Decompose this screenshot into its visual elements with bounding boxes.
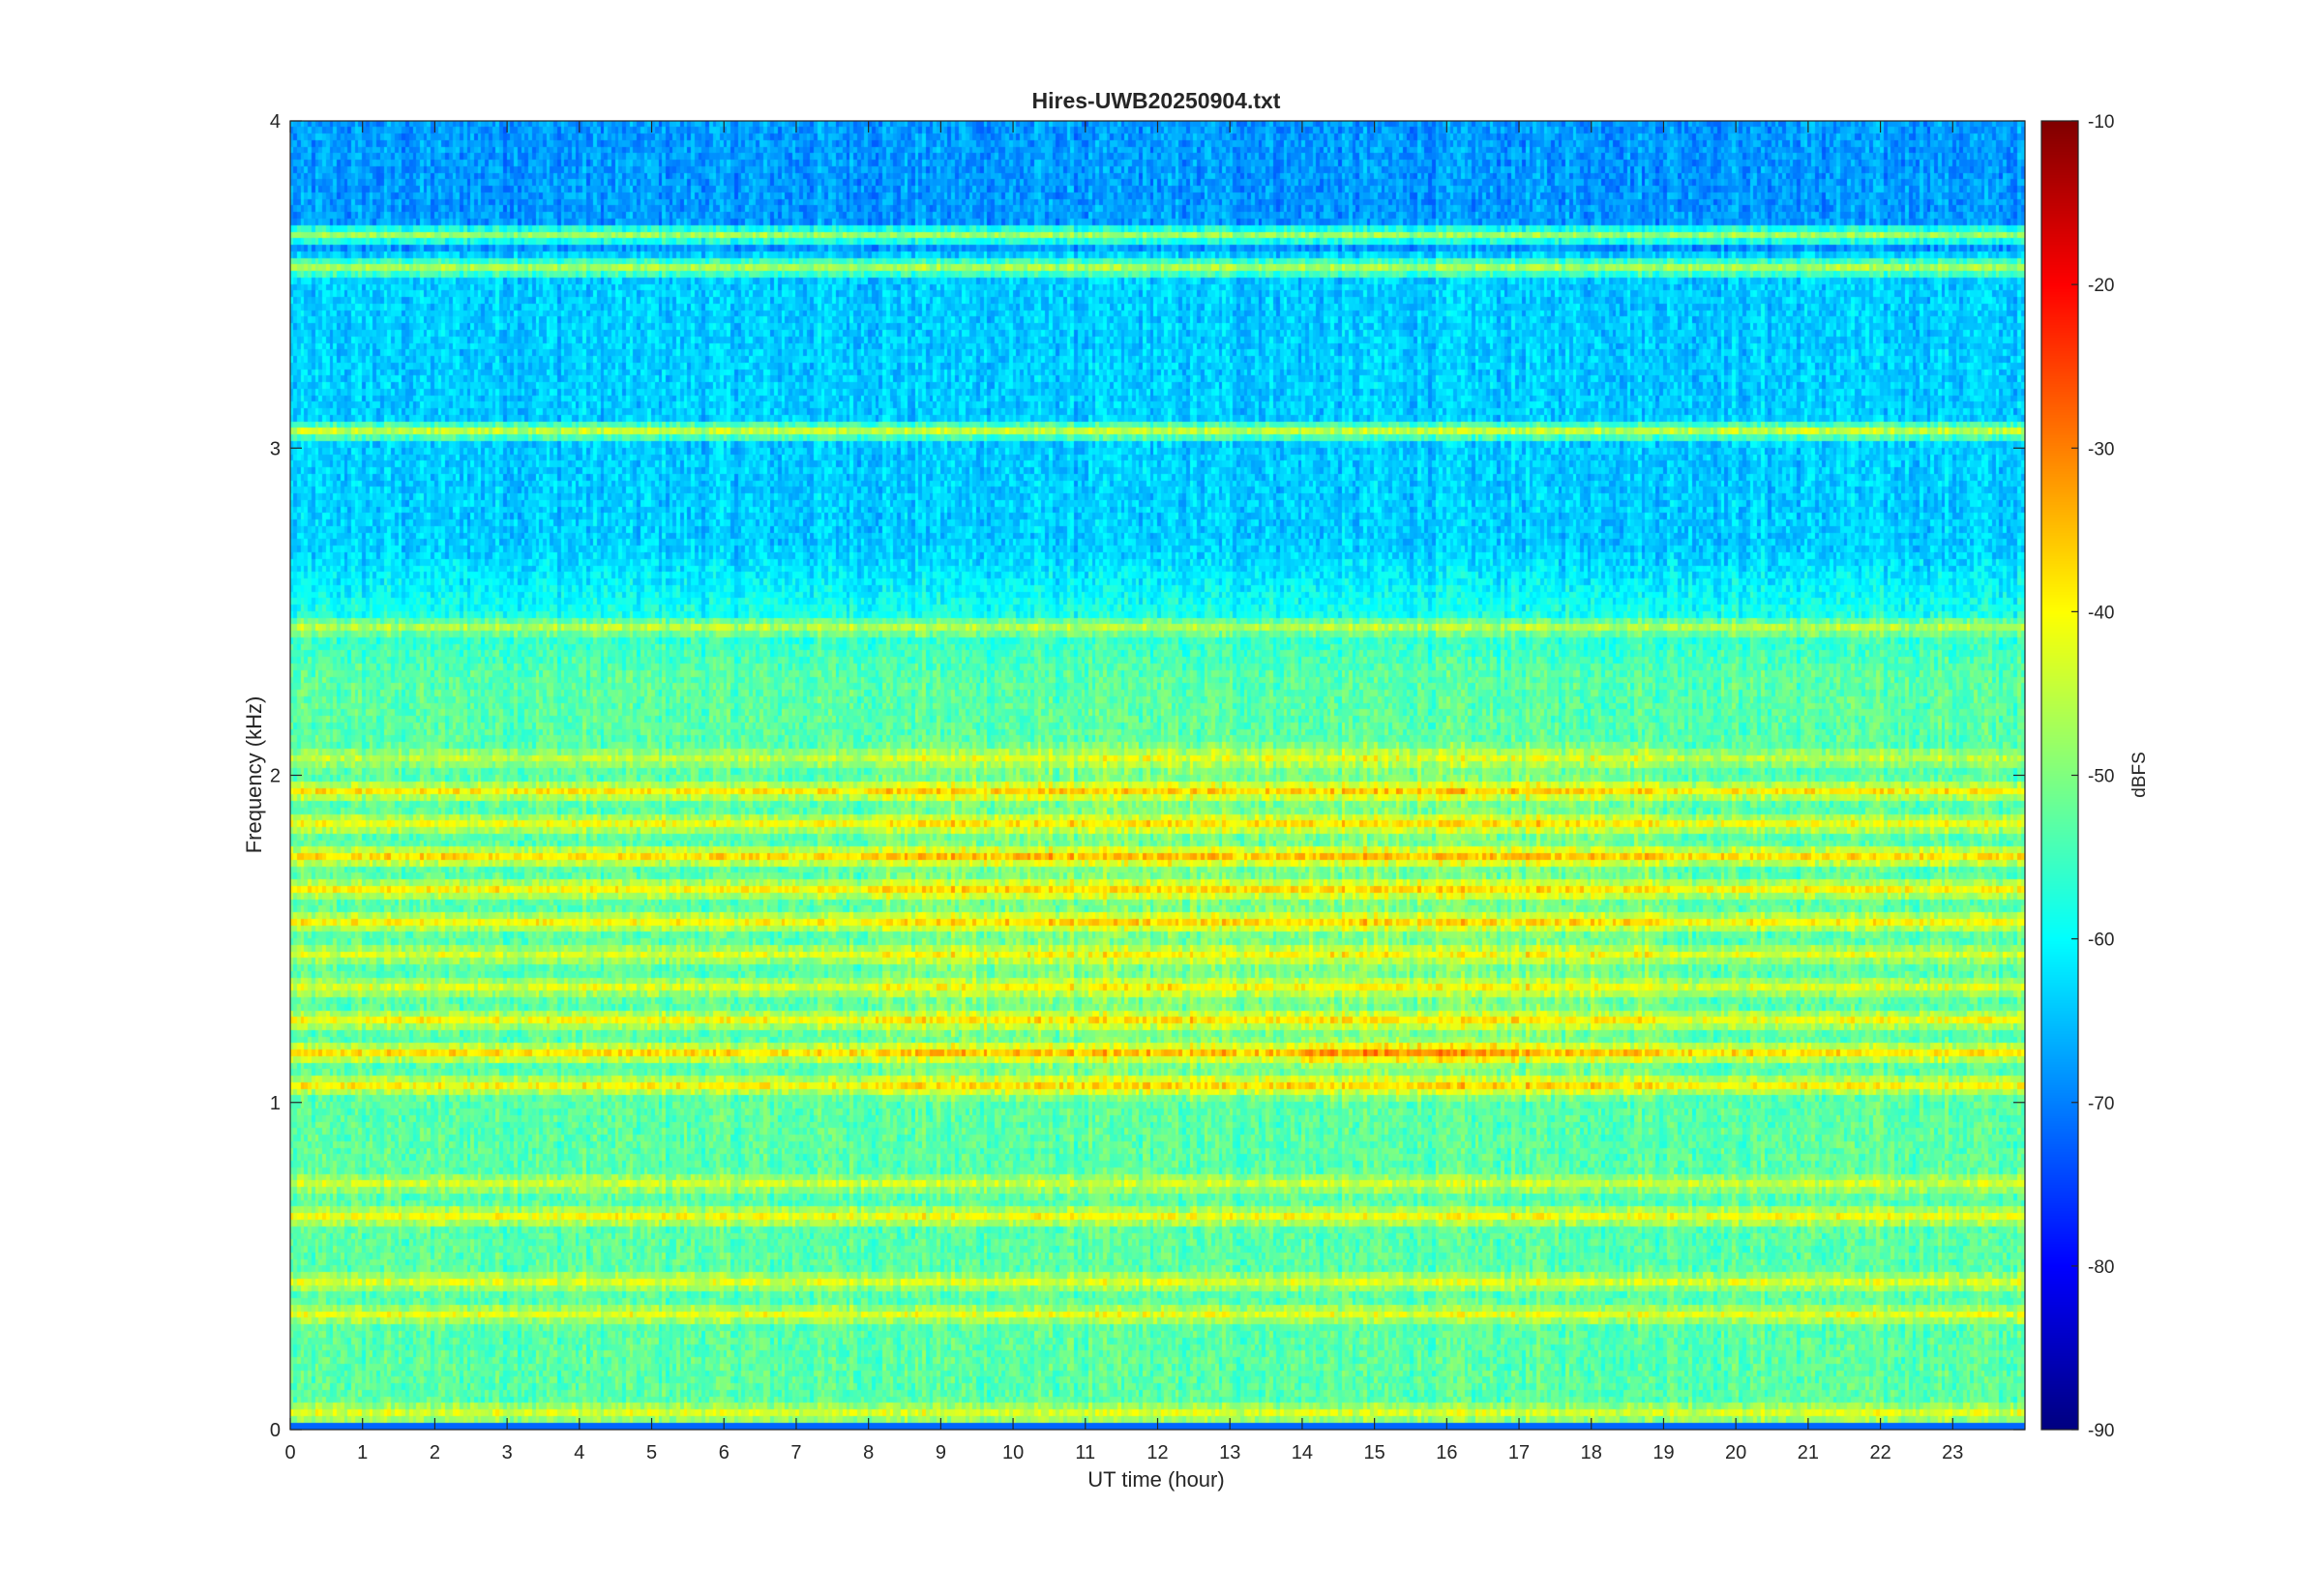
x-tick-label: 17 bbox=[1508, 1442, 1530, 1463]
x-tick-label: 21 bbox=[1798, 1442, 1819, 1463]
colorbar-tick-label: -90 bbox=[2088, 1421, 2114, 1441]
x-tick-label: 23 bbox=[1942, 1442, 1963, 1463]
y-axis-label: Frequency (kHz) bbox=[242, 696, 266, 854]
x-tick-label: 18 bbox=[1581, 1442, 1602, 1463]
x-tick-label: 12 bbox=[1146, 1442, 1168, 1463]
x-tick-label: 19 bbox=[1652, 1442, 1674, 1463]
colorbar-tick-label: -80 bbox=[2088, 1257, 2114, 1278]
x-tick-label: 9 bbox=[936, 1442, 946, 1463]
y-tick-label: 4 bbox=[270, 111, 281, 133]
x-tick-label: 5 bbox=[646, 1442, 657, 1463]
x-axis-label: UT time (hour) bbox=[1087, 1467, 1224, 1492]
x-tick-label: 1 bbox=[357, 1442, 368, 1463]
x-tick-label: 22 bbox=[1869, 1442, 1890, 1463]
y-tick-label: 3 bbox=[270, 438, 281, 459]
colorbar-tick-label: -60 bbox=[2088, 931, 2114, 951]
colorbar-tick-label: -70 bbox=[2088, 1094, 2114, 1114]
y-tick-label: 1 bbox=[270, 1093, 281, 1114]
x-axis: 0 1 2 3 4 5 6 7 8 9 10 11 12 13 14 15 16 17 18 19 20 21 22 23 bbox=[284, 121, 1963, 1463]
x-tick-label: 0 bbox=[284, 1442, 295, 1463]
x-tick-label: 3 bbox=[502, 1442, 513, 1463]
x-tick-label: 13 bbox=[1219, 1442, 1240, 1463]
x-tick-label: 10 bbox=[1002, 1442, 1024, 1463]
colorbar-ticks: -10 -20 -30 -40 -50 -60 -70 -80 -90 bbox=[2071, 112, 2114, 1441]
x-tick-label: 7 bbox=[790, 1442, 801, 1463]
y-tick-label: 2 bbox=[270, 766, 281, 787]
x-tick-label: 14 bbox=[1292, 1442, 1313, 1463]
colorbar-tick-label: -20 bbox=[2088, 276, 2114, 296]
colorbar-tick-label: -50 bbox=[2088, 767, 2114, 787]
spectrogram-heatmap bbox=[290, 121, 2025, 1430]
x-tick-label: 20 bbox=[1725, 1442, 1746, 1463]
y-axis: 0 1 2 3 4 bbox=[270, 111, 2025, 1441]
x-tick-label: 11 bbox=[1075, 1442, 1095, 1463]
colorbar-tick-label: -10 bbox=[2088, 112, 2114, 133]
x-tick-label: 6 bbox=[719, 1442, 729, 1463]
x-tick-label: 16 bbox=[1436, 1442, 1457, 1463]
x-tick-label: 2 bbox=[430, 1442, 440, 1463]
colorbar-label: dBFS bbox=[2129, 752, 2150, 798]
chart-title: Hires-UWB20250904.txt bbox=[1032, 88, 1281, 113]
x-tick-label: 15 bbox=[1364, 1442, 1385, 1463]
colorbar-tick-label: -30 bbox=[2088, 439, 2114, 459]
colorbar-tick-label: -40 bbox=[2088, 603, 2114, 623]
x-tick-label: 8 bbox=[863, 1442, 874, 1463]
y-tick-label: 0 bbox=[270, 1420, 281, 1441]
x-tick-label: 4 bbox=[574, 1442, 584, 1463]
